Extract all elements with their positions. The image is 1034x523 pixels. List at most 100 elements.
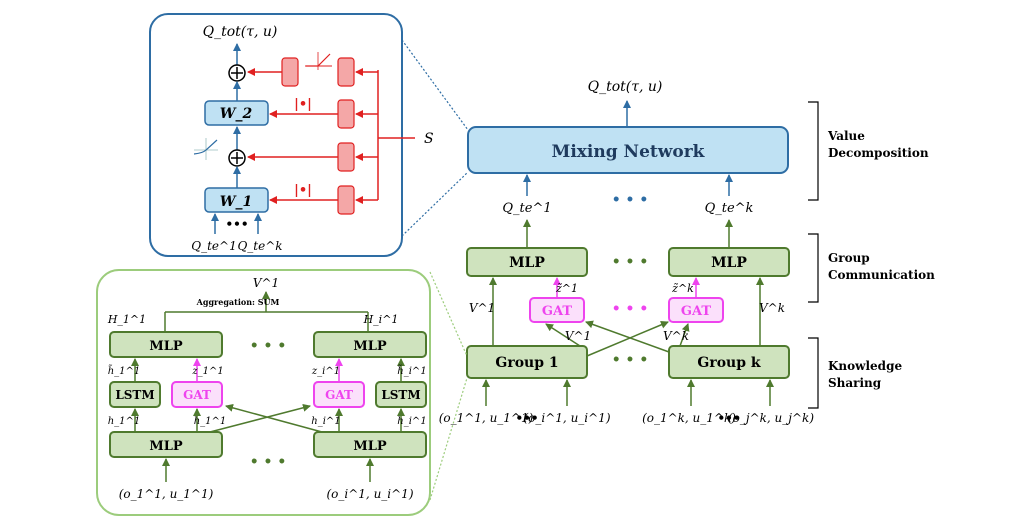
inset-input-right-label: (o_i^1, u_i^1) bbox=[327, 487, 414, 501]
input-1b-label: (o_i^1, u_i^1) bbox=[524, 411, 611, 425]
hyper-block-4 bbox=[337, 185, 355, 215]
mixing-network-box bbox=[467, 126, 789, 174]
inset-dots: ••• bbox=[225, 217, 248, 231]
zoom-line-top-1 bbox=[401, 39, 469, 131]
arrow-cross-right-to-left-gat bbox=[225, 403, 323, 433]
group-detail-inset: V^1 Aggregation: SUM H_1^1 H_i^1 MLP MLP… bbox=[96, 269, 431, 516]
hi-cap-label: H_i^1 bbox=[363, 313, 399, 326]
main-mlp-1-label: MLP bbox=[509, 255, 545, 271]
h1-label-gat: h_1^1 bbox=[194, 416, 227, 427]
w2-box bbox=[204, 100, 269, 126]
vk-label-right: V^k bbox=[759, 301, 785, 315]
hyper-block-1 bbox=[337, 57, 355, 87]
main-mlp-k-label: MLP bbox=[711, 255, 747, 271]
hi-label: h_i^1 bbox=[397, 416, 426, 427]
arrow-cross-left-to-right-gat bbox=[209, 403, 311, 433]
arrow-groupk-to-gatk bbox=[679, 323, 690, 347]
inset-qte1-label: Q_te^1 bbox=[191, 239, 236, 253]
zi-inset-label: z_i^1 bbox=[311, 366, 340, 377]
z1-label: z̃^1 bbox=[555, 282, 578, 295]
w2-label: W_2 bbox=[220, 106, 253, 122]
knowledge-sharing-line1: Knowledge bbox=[828, 359, 902, 373]
v1-label-cross: V^1 bbox=[565, 329, 591, 343]
w1-label: W_1 bbox=[220, 194, 252, 210]
hyper-block-2 bbox=[337, 99, 355, 129]
main-qte1-label: Q_te^1 bbox=[502, 201, 551, 216]
input-ka-label: (o_1^k, u_1^k) bbox=[642, 411, 736, 425]
mixing-detail-inset: Q_tot(τ, u) W_2 W_1 ••• Q_te^1 Q_te^k bbox=[149, 13, 434, 257]
z1-inset-label: z_1^1 bbox=[191, 366, 223, 377]
inset-qtek-label: Q_te^k bbox=[237, 239, 282, 253]
hyper-block-3 bbox=[337, 142, 355, 172]
hi-label-gat: h_i^1 bbox=[311, 416, 340, 427]
main-mlp-k-box bbox=[668, 247, 790, 277]
zoom-line-bottom-2 bbox=[429, 377, 468, 501]
arrow-group1-to-gat1 bbox=[545, 323, 581, 347]
bracket-knowledge-sharing bbox=[808, 337, 819, 409]
relu-activation-icon bbox=[305, 52, 332, 70]
main-mlp-1-box bbox=[466, 247, 588, 277]
inset-mlp-bottom-right bbox=[313, 431, 427, 458]
group-dots: • • • bbox=[612, 352, 649, 368]
group-1-label: Group 1 bbox=[495, 355, 558, 371]
value-decomposition-line2: Decomposition bbox=[828, 146, 929, 160]
main-qtek-label: Q_te^k bbox=[705, 201, 754, 216]
inset-q-tot-label: Q_tot(τ, u) bbox=[203, 24, 278, 40]
w1-box bbox=[204, 187, 269, 213]
group-k-label: Group k bbox=[697, 355, 761, 371]
inset-lstm-right-label: LSTM bbox=[381, 388, 420, 402]
h1-tilde-label: h̃_1^1 bbox=[108, 365, 141, 377]
group-communication-line1: Group bbox=[828, 251, 870, 265]
value-decomposition-line1: Value bbox=[827, 129, 865, 143]
zoom-line-bottom-1 bbox=[429, 271, 468, 357]
arrow-groupk-to-gat1 bbox=[585, 320, 670, 353]
elu-activation-icon bbox=[193, 138, 218, 160]
group-communication-line2: Communication bbox=[828, 268, 935, 282]
inset-mlp-bottom-right-label: MLP bbox=[353, 439, 387, 454]
hyper-block-relu-left bbox=[281, 57, 299, 87]
inset-mlp-top-right bbox=[313, 331, 427, 358]
inset-mlp-top-right-label: MLP bbox=[353, 339, 387, 354]
state-s-label: S bbox=[424, 131, 434, 147]
inset-gat-left-label: GAT bbox=[183, 388, 211, 402]
section-brackets: Value Decomposition Group Communication … bbox=[808, 101, 935, 409]
hi-tilde-label: h̃_i^1 bbox=[397, 365, 426, 377]
aggregation-label: Aggregation: SUM bbox=[196, 297, 280, 307]
group-k-box bbox=[668, 345, 790, 379]
input-k-dots: ••• bbox=[717, 411, 740, 425]
main-gat-1-label: GAT bbox=[542, 304, 572, 319]
input-kb-label: (o_j^k, u_j^k) bbox=[728, 411, 814, 425]
inset-mlp-bottom-left bbox=[109, 431, 223, 458]
zoom-line-top-2 bbox=[401, 171, 469, 237]
inset-input-left-label: (o_1^1, u_1^1) bbox=[119, 487, 214, 501]
v1-label-left: V^1 bbox=[469, 301, 495, 315]
mlp-dots: • • • bbox=[612, 254, 649, 270]
arrow-group1-to-gatk bbox=[586, 321, 669, 357]
inset-lstm-left-label: LSTM bbox=[115, 388, 154, 402]
zk-label: z̃^k bbox=[671, 282, 694, 295]
group-1-box bbox=[466, 345, 588, 379]
main-gat-k-label: GAT bbox=[681, 304, 711, 319]
vk-label-cross: V^k bbox=[663, 329, 689, 343]
inset-v1-label: V^1 bbox=[253, 276, 279, 290]
abs-label-w1: |•| bbox=[294, 183, 312, 198]
bracket-value-decomposition bbox=[808, 101, 819, 201]
inset-mlp-top-left bbox=[109, 331, 223, 358]
inset-mlp-top-left-label: MLP bbox=[149, 339, 183, 354]
inset-gat-right-label: GAT bbox=[325, 388, 353, 402]
mixing-network-label: Mixing Network bbox=[552, 142, 706, 162]
mixing-dots: • • • bbox=[612, 192, 649, 208]
inset-top-dots: • • • bbox=[250, 338, 287, 354]
input-1-dots: ••• bbox=[515, 411, 538, 425]
gat-dots: • • • bbox=[612, 301, 649, 317]
main-q-tot-label: Q_tot(τ, u) bbox=[588, 79, 663, 95]
inset-mlp-bottom-left-label: MLP bbox=[149, 439, 183, 454]
h1-cap-label: H_1^1 bbox=[107, 313, 146, 326]
bracket-group-communication bbox=[808, 233, 819, 303]
input-1a-label: (o_1^1, u_1^1) bbox=[439, 411, 534, 425]
knowledge-sharing-line2: Sharing bbox=[828, 376, 882, 390]
abs-label-w2: |•| bbox=[294, 97, 312, 112]
inset-bottom-dots: • • • bbox=[250, 454, 287, 470]
h1-label: h_1^1 bbox=[108, 416, 141, 427]
